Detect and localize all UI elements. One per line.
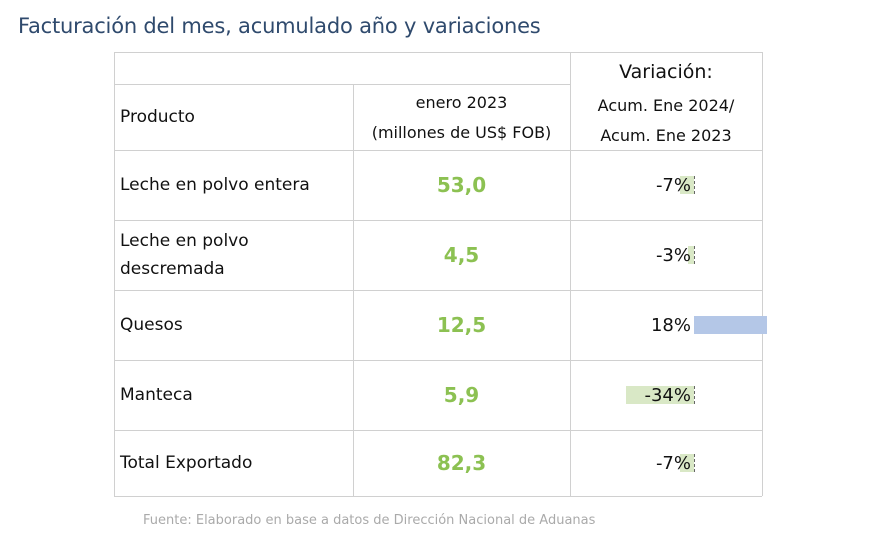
column-divider <box>353 84 354 496</box>
row-divider <box>114 360 762 361</box>
variation-bar <box>626 386 694 404</box>
variation-axis <box>694 176 695 194</box>
product-label: Total Exportado <box>114 430 353 496</box>
variation-percent: -7% <box>655 452 691 474</box>
product-label-line1: Leche en polvo <box>120 231 249 251</box>
header-divider <box>114 84 570 85</box>
product-label: Quesos <box>114 290 353 360</box>
row-divider <box>114 290 762 291</box>
month-header-line2: (millones de US$ FOB) <box>371 123 552 142</box>
table-border-left <box>114 52 115 496</box>
page-title: Facturación del mes, acumulado año y var… <box>18 14 541 38</box>
source-note: Fuente: Elaborado en base a datos de Dir… <box>143 513 596 528</box>
variation-bar <box>694 316 768 334</box>
accum-header-line1: Acum. Ene 2024/ <box>597 96 735 115</box>
variation-header: Variación: <box>619 61 713 83</box>
variation-axis <box>694 386 695 404</box>
product-label-line1: Manteca <box>120 385 193 405</box>
table-border-top <box>114 52 762 53</box>
accumulated-column-header: Acum. Ene 2024/ Acum. Ene 2023 <box>570 92 762 150</box>
header-bottom-line <box>114 150 762 151</box>
monthly-value: 12,5 <box>436 313 487 337</box>
product-label-line1: Quesos <box>120 315 183 335</box>
monthly-value: 82,3 <box>436 451 487 475</box>
variation-bar <box>680 176 694 194</box>
variation-percent: -3% <box>655 244 691 266</box>
row-divider <box>114 220 762 221</box>
variation-percent: 18% <box>650 314 691 336</box>
product-label: Leche en polvo descremada <box>114 220 353 290</box>
month-column-header: enero 2023 (millones de US$ FOB) <box>353 86 570 150</box>
variation-cell: -7% <box>114 150 762 220</box>
monthly-value: 53,0 <box>436 173 487 197</box>
variation-bar <box>680 454 694 472</box>
month-header-line1: enero 2023 <box>415 93 508 112</box>
product-label-line2: descremada <box>120 259 225 279</box>
row-divider <box>114 430 762 431</box>
variation-cell: 18% <box>114 290 768 360</box>
product-label-line1: Leche en polvo entera <box>120 175 310 195</box>
variation-axis <box>694 246 695 264</box>
monthly-value: 5,9 <box>443 383 480 407</box>
table-border-right <box>762 52 763 496</box>
product-label: Manteca <box>114 360 353 430</box>
billing-table: Variación: Producto enero 2023 (millones… <box>114 52 768 497</box>
table-border-bottom <box>114 496 762 497</box>
variation-axis <box>694 454 695 472</box>
variation-cell: -3% <box>114 220 762 290</box>
accum-header-line2: Acum. Ene 2023 <box>600 126 732 145</box>
variation-cell: -34% <box>114 360 762 430</box>
column-divider <box>570 52 571 496</box>
product-label: Leche en polvo entera <box>114 150 353 220</box>
monthly-value: 4,5 <box>443 243 480 267</box>
variation-percent: -34% <box>644 384 691 406</box>
variation-percent: -7% <box>655 174 691 196</box>
variation-bar <box>688 246 694 264</box>
product-column-header: Producto <box>120 107 195 127</box>
variation-cell: -7% <box>114 430 762 496</box>
product-label-line1: Total Exportado <box>120 453 253 473</box>
